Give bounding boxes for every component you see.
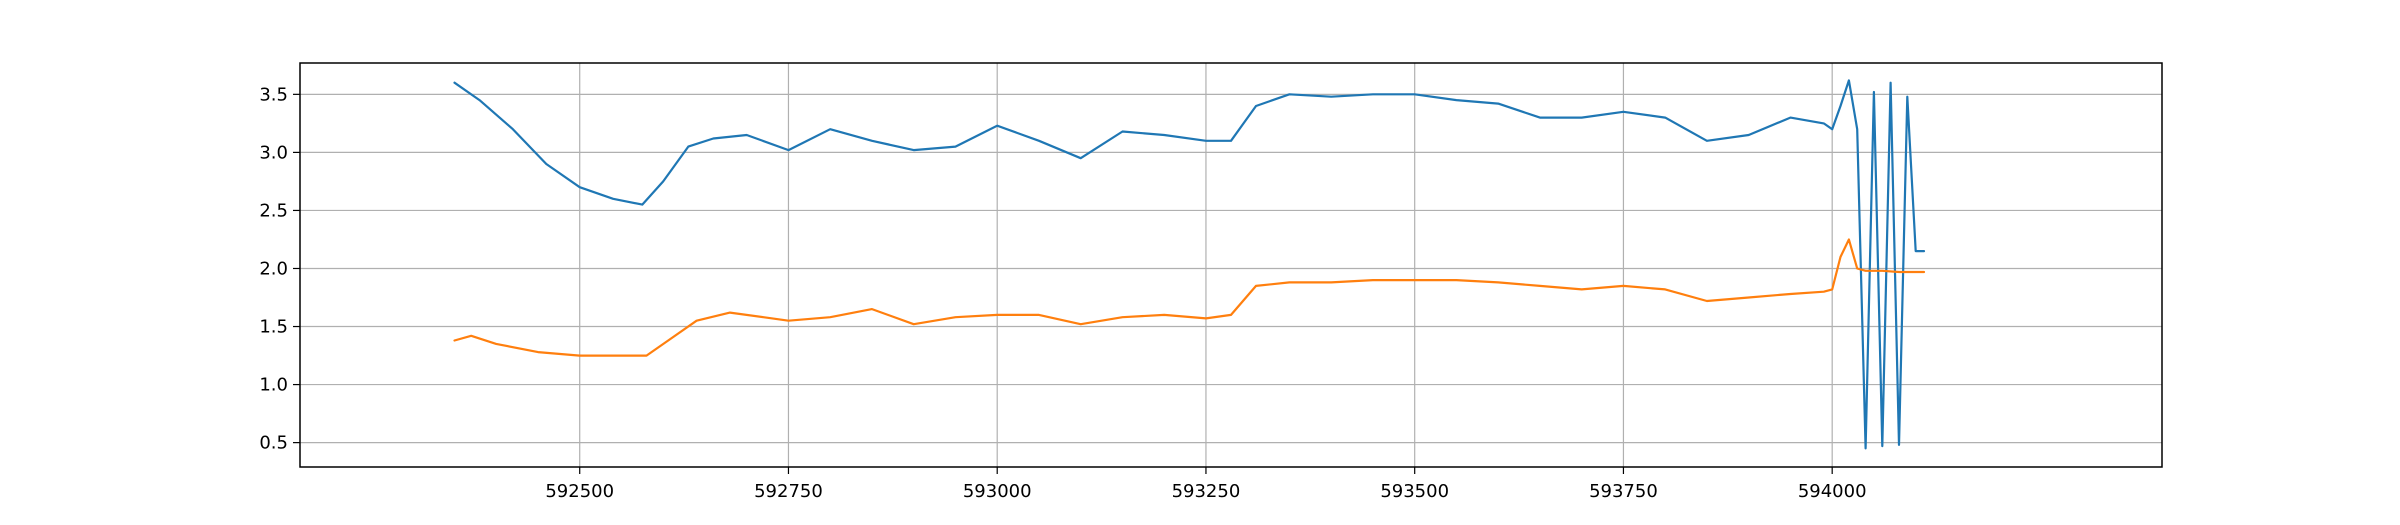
x-tick-label: 593750 xyxy=(1589,481,1658,502)
y-tick-label: 3.5 xyxy=(259,84,288,105)
x-tick-label: 592500 xyxy=(545,481,614,502)
x-tick-label: 593000 xyxy=(963,481,1032,502)
x-tick-label: 592750 xyxy=(754,481,823,502)
series-line-2 xyxy=(453,238,1926,357)
y-tick-label: 2.0 xyxy=(259,258,288,279)
y-tick-label: 0.5 xyxy=(259,433,288,454)
plot-frame xyxy=(299,62,2163,468)
y-tick-label: 2.5 xyxy=(259,200,288,221)
y-tick-label: 1.5 xyxy=(259,317,288,338)
x-tick-label: 594000 xyxy=(1798,481,1867,502)
y-tick-label: 3.0 xyxy=(259,142,288,163)
x-tick-label: 593500 xyxy=(1380,481,1449,502)
axes-ticks: 592500 592750 593000 593250 593500 593750 5940… xyxy=(259,84,1866,502)
x-tick-label: 593250 xyxy=(1172,481,1241,502)
series-line-1 xyxy=(453,79,1926,450)
series-layer xyxy=(453,79,1926,450)
y-tick-label: 1.0 xyxy=(259,375,288,396)
